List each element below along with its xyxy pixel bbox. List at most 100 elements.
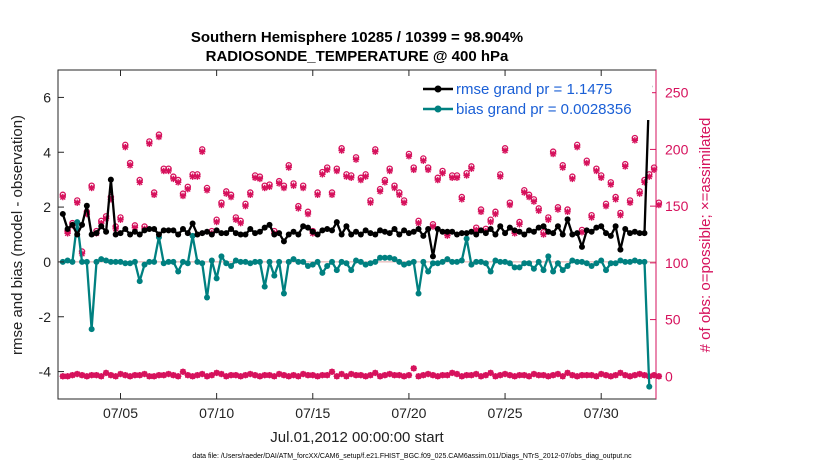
rmse-point — [362, 227, 369, 234]
bias-point — [372, 258, 379, 265]
assimilated-obs-marker — [424, 166, 432, 174]
low-obs-assim-marker — [367, 371, 374, 379]
assimilated-obs-marker — [463, 172, 470, 179]
low-obs-assim-marker — [448, 369, 456, 377]
bias-point — [636, 258, 643, 265]
rmse-point — [353, 228, 360, 235]
low-obs-assim-marker — [444, 371, 451, 379]
rmse-point — [574, 230, 581, 237]
rmse-point — [449, 228, 456, 235]
rmse-point — [603, 230, 610, 237]
rmse-point — [83, 202, 90, 209]
rmse-point — [112, 231, 119, 238]
rmse-point — [444, 228, 451, 235]
x-tick-label: 07/15 — [295, 405, 330, 421]
left-tick-label: 6 — [43, 89, 51, 105]
obs-count-layer — [59, 131, 663, 380]
rmse-point — [141, 227, 148, 234]
low-obs-assim-marker — [405, 371, 413, 379]
rmse-point — [545, 228, 552, 235]
bias-point — [521, 260, 528, 267]
bias-point — [415, 290, 422, 297]
bias-point — [179, 258, 186, 265]
assimilated-obs-marker — [333, 167, 341, 175]
bias-point — [598, 257, 605, 264]
bias-point — [545, 253, 552, 260]
bias-point — [290, 256, 297, 263]
bias-point — [511, 264, 518, 271]
rmse-point — [266, 221, 273, 228]
rmse-point — [348, 231, 355, 238]
rmse-point — [338, 231, 345, 238]
assimilated-obs-marker — [357, 176, 365, 184]
assimilated-obs-marker — [74, 199, 81, 206]
bias-point — [449, 258, 456, 265]
bias-point — [405, 260, 412, 267]
rmse-point — [309, 228, 316, 235]
bias-point — [540, 267, 547, 274]
assimilated-obs-marker — [429, 223, 437, 230]
bias-point — [194, 258, 201, 265]
rmse-point — [473, 231, 480, 238]
bias-point — [146, 258, 153, 265]
bias-point — [569, 257, 576, 264]
assimilated-obs-marker — [569, 175, 576, 183]
legend-rmse-label: rmse grand pr = 1.1475 — [456, 81, 612, 98]
rmse-point — [324, 226, 331, 233]
assimilated-obs-marker — [223, 190, 230, 197]
bias-point — [631, 257, 638, 264]
rmse-point — [271, 231, 278, 238]
assimilated-obs-marker — [314, 191, 321, 198]
low-obs-assim-marker — [612, 371, 619, 379]
assimilated-obs-marker — [122, 143, 129, 151]
assimilated-obs-marker — [386, 167, 393, 175]
assimilated-obs-marker — [179, 192, 187, 200]
bias-point — [622, 258, 629, 265]
low-obs-assim-marker — [208, 371, 216, 379]
assimilated-obs-marker — [319, 171, 326, 178]
bias-point — [151, 258, 158, 265]
bias-point — [550, 268, 557, 275]
rmse-point — [391, 226, 398, 233]
bias-point — [127, 260, 134, 267]
rmse-point — [569, 231, 576, 238]
rmse-point — [151, 226, 158, 233]
bias-point — [559, 267, 566, 274]
assimilated-obs-marker — [391, 184, 398, 192]
low-obs-assim-marker — [323, 371, 331, 379]
bias-point — [160, 260, 167, 267]
rmse-point — [247, 226, 254, 233]
bias-point — [136, 278, 143, 285]
bias-point — [170, 258, 177, 265]
bias-point — [83, 258, 90, 265]
low-obs-assim-marker — [165, 370, 172, 378]
rmse-point — [290, 228, 297, 235]
assimilated-obs-marker — [607, 181, 615, 188]
assimilated-obs-marker — [622, 163, 629, 170]
assimilated-obs-marker — [150, 191, 158, 198]
assimilated-obs-marker — [554, 206, 562, 213]
bias-point — [468, 261, 475, 268]
rmse-point — [79, 221, 86, 228]
assimilated-obs-marker — [362, 173, 369, 180]
low-obs-assim-marker — [396, 371, 403, 379]
low-obs-assim-marker — [453, 370, 461, 378]
right-tick-label: 50 — [665, 312, 681, 328]
bias-point — [564, 263, 571, 270]
bias-point — [593, 260, 600, 267]
right-axis-label: # of obs: o=possible; ×=assimilated — [697, 118, 714, 353]
low-obs-assim-marker — [636, 370, 643, 378]
x-tick-label: 07/30 — [584, 405, 619, 421]
low-obs-assim-marker — [521, 371, 528, 379]
rmse-point — [213, 227, 220, 234]
low-obs-assim-marker — [549, 371, 557, 379]
assimilated-obs-marker — [247, 191, 254, 198]
assimilated-obs-marker — [597, 174, 605, 181]
low-obs-assim-marker — [525, 373, 533, 380]
bias-point — [420, 258, 427, 265]
low-obs-assim-marker — [112, 373, 119, 380]
low-obs-assim-marker — [141, 370, 148, 378]
low-obs-assim-marker — [348, 370, 355, 378]
low-obs-assim-marker — [372, 369, 379, 377]
bias-point — [574, 258, 581, 265]
